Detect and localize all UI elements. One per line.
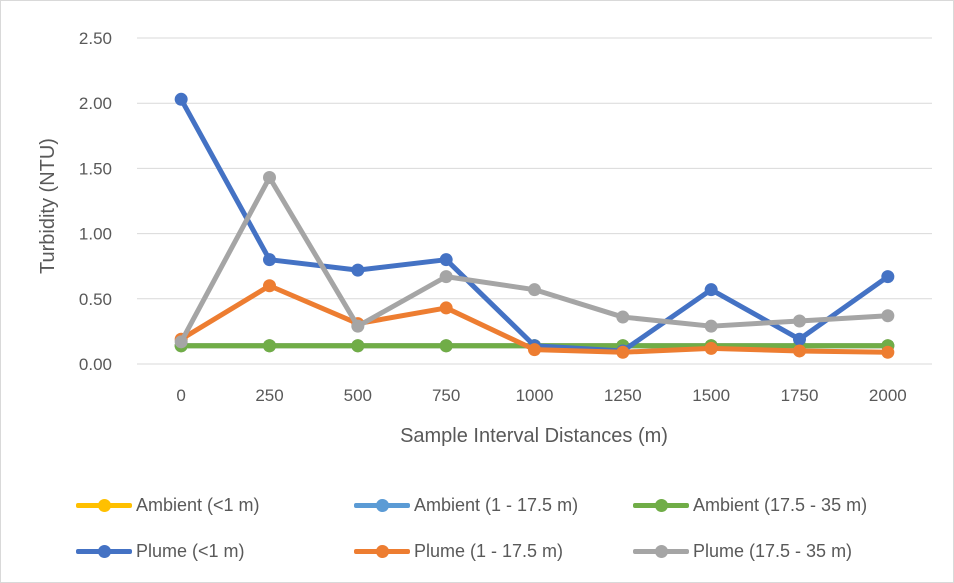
- data-point: [263, 279, 276, 293]
- data-point: [439, 301, 453, 315]
- x-tick-label: 0: [176, 386, 185, 405]
- x-tick-label: 1750: [781, 386, 819, 405]
- x-tick-label: 1500: [692, 386, 730, 405]
- y-tick-label: 0.00: [79, 355, 112, 374]
- data-point: [793, 314, 806, 328]
- y-axis-title: Turbidity (NTU): [37, 138, 59, 274]
- y-axis-tick-labels: 0.00 0.50 1.00 1.50 2.00 2.50: [79, 29, 112, 374]
- x-tick-label: 1250: [604, 386, 642, 405]
- data-point: [263, 253, 276, 267]
- data-point: [793, 332, 806, 346]
- data-point: [616, 310, 630, 324]
- gridlines: [137, 37, 932, 365]
- x-tick-label: 750: [432, 386, 460, 405]
- x-tick-label: 500: [344, 386, 372, 405]
- x-tick-label: 250: [255, 386, 283, 405]
- data-point: [881, 309, 895, 323]
- x-tick-label: 1000: [516, 386, 554, 405]
- data-point: [174, 335, 188, 349]
- data-point: [351, 339, 365, 353]
- data-point: [174, 92, 188, 106]
- series-3: [174, 92, 895, 358]
- x-axis-tick-labels: 0 250 500 750 1000 1250 1500 1750 2000: [176, 386, 906, 405]
- y-tick-label: 0.50: [79, 290, 112, 309]
- data-point: [439, 339, 453, 353]
- data-point: [616, 345, 630, 359]
- data-point: [704, 319, 718, 333]
- x-tick-label: 2000: [869, 386, 907, 405]
- x-axis-title: Sample Interval Distances (m): [400, 425, 668, 447]
- data-point: [881, 345, 895, 359]
- data-point: [704, 283, 718, 297]
- data-point: [439, 270, 453, 284]
- data-point: [263, 171, 276, 185]
- data-point: [439, 253, 453, 267]
- y-tick-label: 2.00: [79, 94, 112, 113]
- data-point: [793, 344, 806, 358]
- data-point: [704, 341, 718, 355]
- y-tick-label: 1.00: [79, 225, 112, 244]
- series-line: [178, 96, 891, 354]
- series-lines: [174, 92, 895, 359]
- series-5: [174, 171, 895, 349]
- data-point: [351, 263, 365, 277]
- data-point: [528, 283, 541, 297]
- data-point: [351, 319, 365, 333]
- data-point: [528, 343, 541, 357]
- y-tick-label: 1.50: [79, 159, 112, 178]
- data-point: [881, 270, 895, 284]
- data-point: [263, 339, 276, 353]
- y-tick-label: 2.50: [79, 29, 112, 48]
